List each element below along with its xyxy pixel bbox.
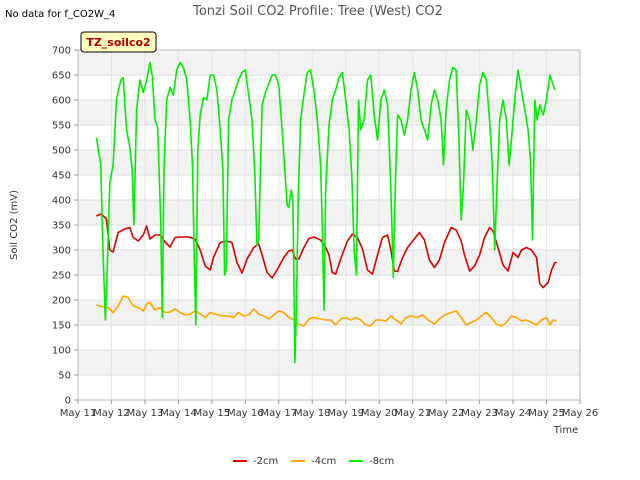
x-tick-label: May 14	[160, 408, 197, 419]
y-tick-label: 100	[52, 346, 71, 357]
no-data-note: No data for f_CO2W_4	[5, 9, 115, 20]
background-band	[78, 300, 580, 325]
y-tick-label: 650	[52, 71, 71, 82]
legend-label: -8cm	[369, 456, 394, 467]
series-line-minus-8cm	[95, 61, 556, 364]
x-axis-title: Time	[553, 425, 578, 436]
series-layer	[95, 61, 557, 364]
series-line-minus-2cm	[96, 213, 557, 289]
x-tick-label: May 11	[60, 408, 97, 419]
x-tick-label: May 16	[227, 408, 264, 419]
x-tick-label: May 25	[528, 408, 565, 419]
series-line-minus-4cm	[96, 295, 557, 327]
y-tick-label: 400	[52, 196, 71, 207]
background-band	[78, 150, 580, 175]
x-tick-label: May 13	[127, 408, 164, 419]
x-tick-label: May 22	[428, 408, 465, 419]
y-tick-label: 0	[65, 396, 71, 407]
x-tick-label: May 19	[327, 408, 364, 419]
y-tick-label: 600	[52, 96, 71, 107]
chart-title: Tonzi Soil CO2 Profile: Tree (West) CO2	[192, 4, 443, 19]
y-tick-label: 200	[52, 296, 71, 307]
y-axis-title: Soil CO2 (mV)	[9, 190, 20, 260]
y-tick-label: 450	[52, 171, 71, 182]
background-band	[78, 200, 580, 225]
y-tick-label: 550	[52, 121, 71, 132]
x-tick-label: May 21	[394, 408, 431, 419]
x-tick-label: May 12	[93, 408, 130, 419]
y-tick-label: 150	[52, 321, 71, 332]
legend-label: -4cm	[311, 456, 336, 467]
x-tick-label: May 18	[294, 408, 331, 419]
tz-soilco2-badge: TZ_soilco2	[80, 31, 157, 53]
legend-label: -2cm	[253, 456, 278, 467]
y-axis-ticks: 0 50 100 150 200 250 300 350 400 450 500 550 600 650 7…	[52, 46, 78, 407]
x-tick-label: May 15	[194, 408, 231, 419]
badge-box	[80, 31, 157, 53]
legend: -2cm -4cm -8cm	[233, 456, 394, 467]
y-tick-label: 50	[58, 371, 71, 382]
y-tick-label: 300	[52, 246, 71, 257]
badge-label: TZ_soilco2	[86, 36, 150, 49]
x-tick-label: May 26	[562, 408, 599, 419]
x-tick-label: May 23	[461, 408, 498, 419]
x-tick-label: May 24	[495, 408, 532, 419]
x-tick-label: May 20	[361, 408, 398, 419]
y-tick-label: 350	[52, 221, 71, 232]
background-band	[78, 50, 580, 75]
x-tick-label: May 17	[261, 408, 298, 419]
y-tick-label: 250	[52, 271, 71, 282]
background-band	[78, 350, 580, 375]
y-tick-label: 500	[52, 146, 71, 157]
y-tick-label: 700	[52, 46, 71, 57]
